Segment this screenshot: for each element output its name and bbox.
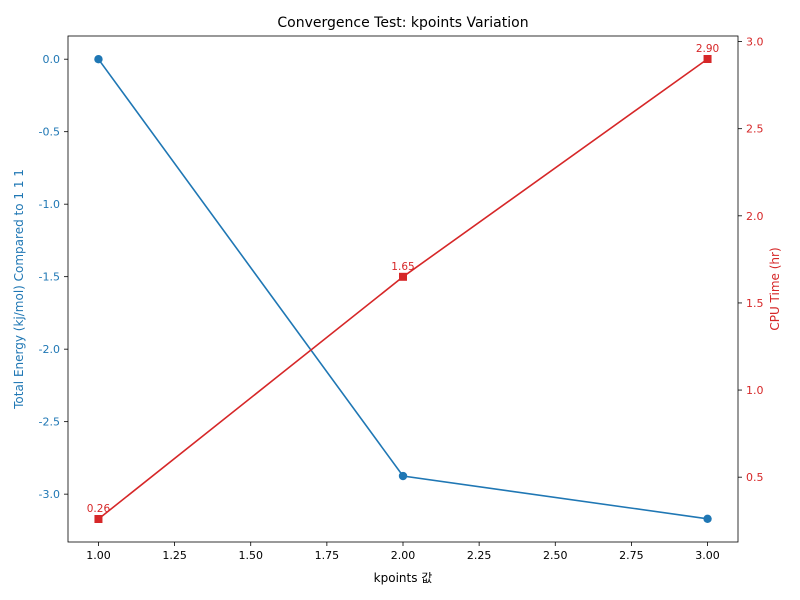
- y-left-tick-label: -0.5: [39, 126, 60, 139]
- x-tick-label: 1.50: [238, 549, 263, 562]
- x-tick-label: 3.00: [695, 549, 720, 562]
- y-left-tick-label: 0.0: [43, 53, 61, 66]
- x-tick-label: 1.00: [86, 549, 111, 562]
- y-left-tick-label: -1.0: [39, 198, 60, 211]
- energy-point: [94, 54, 103, 64]
- x-tick-label: 1.25: [162, 549, 187, 562]
- energy-series-line: [97, 58, 708, 520]
- y-right-tick-label: 0.5: [746, 471, 764, 484]
- cpu-data-label: 2.90: [696, 43, 719, 55]
- plot-lines: 0.26 1.65 2.90: [87, 43, 719, 524]
- y-right-tick-label: 3.0: [746, 36, 764, 49]
- y-axis-right: 0.5 1.0 1.5 2.0 2.5 3.0: [738, 36, 764, 484]
- cpu-data-label: 1.65: [391, 261, 414, 273]
- x-tick-label: 2.50: [543, 549, 568, 562]
- y-axis-left: 0.0 -0.5 -1.0 -1.5 -2.0 -2.5 -3.0: [39, 53, 68, 501]
- cpu-point: [703, 55, 712, 63]
- energy-point: [703, 514, 712, 524]
- y-left-tick-label: -3.0: [39, 488, 60, 501]
- y-left-tick-label: -1.5: [39, 271, 60, 284]
- x-tick-label: 1.75: [315, 549, 340, 562]
- x-axis: 1.00 1.25 1.50 1.75 2.00 2.25 2.50 2.75 3.00: [86, 542, 720, 562]
- x-tick-label: 2.75: [619, 549, 644, 562]
- cpu-point: [399, 272, 407, 281]
- x-axis-title: kpoints 값: [374, 571, 433, 585]
- cpu-series-line: [97, 58, 709, 520]
- cpu-point: [94, 515, 103, 523]
- plot-frame: [67, 35, 739, 543]
- y-right-tick-label: 2.0: [746, 210, 764, 223]
- y-right-tick-label: 2.5: [746, 123, 764, 136]
- energy-point: [398, 471, 408, 481]
- y-right-tick-label: 1.0: [746, 384, 764, 397]
- y-left-tick-label: -2.5: [39, 416, 60, 429]
- x-tick-label: 2.00: [391, 549, 416, 562]
- y-axis-left-title: Total Energy (kj/mol) Compared to 1 1 1: [12, 169, 26, 410]
- x-tick-label: 2.25: [467, 549, 492, 562]
- y-left-tick-label: -2.0: [39, 343, 60, 356]
- y-axis-right-title: CPU Time (hr): [768, 247, 782, 330]
- y-right-tick-label: 1.5: [746, 297, 764, 310]
- chart-title: Convergence Test: kpoints Variation: [277, 15, 528, 31]
- cpu-data-label: 0.26: [87, 503, 111, 515]
